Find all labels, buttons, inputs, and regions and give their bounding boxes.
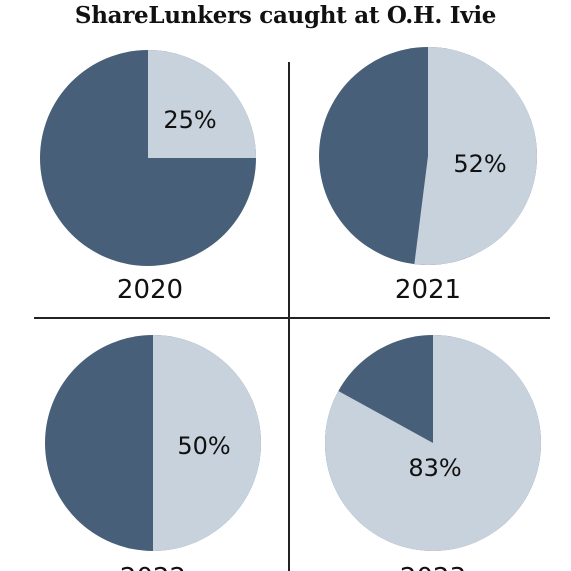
pie-slice-2022 [153, 335, 261, 551]
quadrant-divider-vertical [288, 62, 290, 571]
chart-title: ShareLunkers caught at O.H. Ivie [74, 2, 497, 29]
percent-label-2021: 52% [453, 150, 506, 178]
year-label-2022: 2022 [120, 563, 186, 571]
pie-slice-2020 [148, 50, 256, 158]
year-label-2021: 2021 [395, 275, 461, 305]
quadrant-divider-horizontal [34, 317, 550, 319]
percent-label-2022: 50% [177, 432, 230, 460]
year-label-2020: 2020 [117, 275, 183, 305]
percent-label-2023: 83% [408, 454, 461, 482]
pie-slice-2023 [325, 335, 542, 551]
year-label-2023: 2023 [400, 563, 466, 571]
pie-slice-2021 [414, 47, 538, 266]
percent-label-2020: 25% [163, 106, 216, 134]
